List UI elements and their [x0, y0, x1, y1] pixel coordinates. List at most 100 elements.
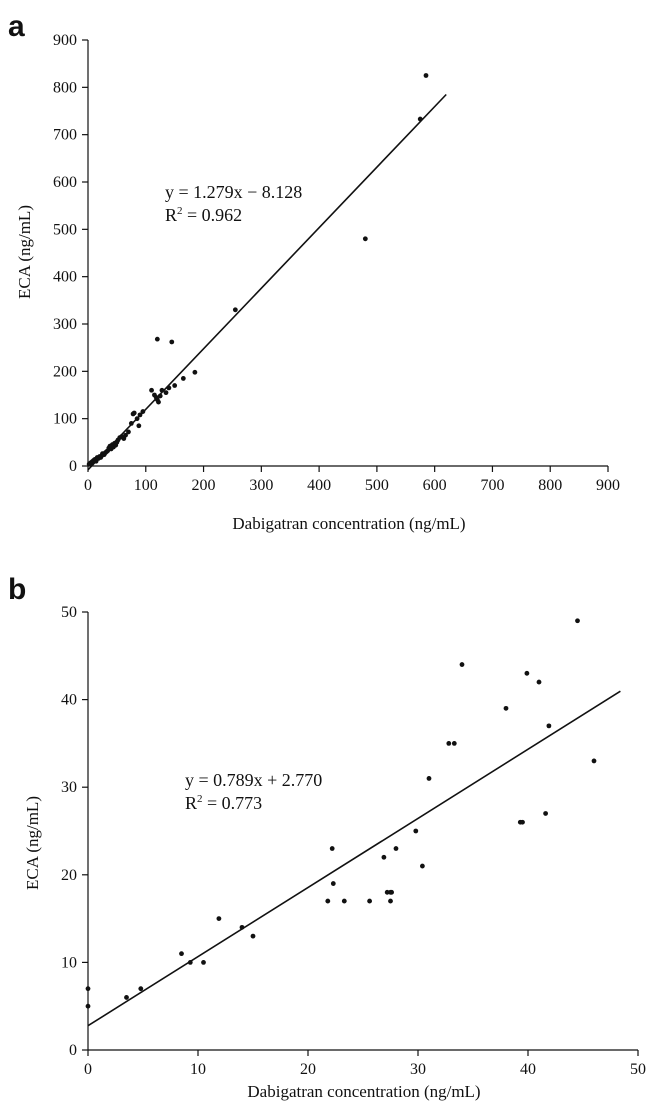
data-point-a: [126, 429, 131, 435]
regression-equation-b: y = 0.789x + 2.770: [185, 770, 322, 790]
r-squared-a-superscript: 2: [177, 205, 183, 217]
data-point-a: [166, 385, 172, 391]
x-tick-label-a: 800: [538, 477, 562, 494]
data-point-a: [137, 412, 143, 418]
data-point-b: [85, 1003, 91, 1009]
x-tick-label-b: 30: [410, 1061, 426, 1078]
y-tick-label-a: 400: [53, 269, 77, 286]
r-squared-a-value: = 0.962: [183, 205, 243, 225]
data-point-b: [138, 986, 144, 992]
y-tick-label-b: 30: [61, 779, 77, 796]
y-tick-label-a: 300: [53, 316, 77, 333]
x-tick-label-a: 0: [84, 477, 92, 494]
y-axis-label-a: ECA (ng/mL): [15, 205, 34, 299]
data-point-a: [149, 387, 154, 393]
data-point-b: [389, 889, 394, 895]
data-point-b: [591, 758, 597, 764]
x-axis-label-b: Dabigatran concentration (ng/mL): [247, 1082, 480, 1101]
y-tick-label-a: 500: [53, 221, 77, 238]
data-point-b: [250, 933, 256, 939]
data-point-b: [124, 995, 129, 1000]
y-tick-label-a: 900: [53, 32, 77, 49]
data-point-b: [520, 819, 525, 825]
x-tick-label-b: 10: [190, 1061, 206, 1078]
data-point-b: [85, 986, 91, 992]
data-point-b: [536, 679, 542, 685]
regression-equation-a: y = 1.279x − 8.128: [165, 182, 302, 202]
data-point-b: [384, 889, 390, 895]
panel-label-a: a: [8, 10, 25, 43]
y-tick-label-b: 40: [61, 692, 77, 709]
y-tick-label-b: 0: [69, 1042, 77, 1059]
data-point-b: [329, 846, 335, 851]
data-point-a: [128, 421, 134, 426]
data-point-b: [426, 776, 432, 781]
data-point-a: [154, 336, 160, 342]
y-tick-label-a: 100: [53, 411, 77, 428]
data-point-a: [169, 339, 175, 345]
y-tick-label-a: 0: [69, 458, 77, 475]
data-point-a: [157, 393, 163, 399]
data-point-a: [136, 423, 142, 429]
data-point-a: [159, 387, 165, 393]
data-point-b: [381, 854, 387, 860]
data-point-b: [216, 916, 222, 921]
data-point-a: [172, 383, 178, 388]
r-squared-b-superscript: 2: [197, 793, 203, 805]
regression-line-b: [87, 690, 621, 1027]
data-point-b: [420, 863, 425, 869]
x-tick-label-b: 0: [84, 1061, 92, 1078]
x-tick-label-a: 600: [423, 477, 447, 494]
x-tick-label-b: 40: [520, 1061, 536, 1078]
data-point-b: [459, 662, 465, 667]
x-tick-label-b: 50: [630, 1061, 646, 1078]
data-point-a: [134, 416, 140, 422]
data-point-b: [524, 670, 530, 676]
x-tick-label-a: 500: [365, 477, 389, 494]
y-tick-label-a: 800: [53, 79, 77, 96]
data-point-b: [367, 898, 372, 904]
regression-line-a: [87, 93, 447, 471]
data-point-a: [232, 307, 238, 313]
scatter-panel-b: b y = 0.789x + 2.770 R2 = 0.773 Dabigatr…: [8, 573, 646, 1101]
x-tick-label-a: 300: [249, 477, 273, 494]
data-point-a: [140, 409, 146, 414]
data-point-b: [388, 898, 393, 904]
data-point-a: [362, 236, 368, 242]
data-point-b: [187, 960, 193, 965]
y-tick-label-b: 50: [61, 604, 77, 621]
data-point-b: [543, 811, 548, 816]
data-point-a: [417, 116, 423, 122]
data-point-b: [575, 618, 580, 624]
data-point-a: [192, 369, 198, 375]
r-squared-b-prefix: R: [185, 793, 197, 813]
data-point-b: [330, 881, 336, 886]
r-squared-b: R2 = 0.773: [185, 793, 262, 813]
data-point-a: [123, 432, 128, 438]
data-point-a: [423, 73, 429, 78]
r-squared-a: R2 = 0.962: [165, 205, 242, 225]
x-tick-label-b: 20: [300, 1061, 316, 1078]
x-tick-label-a: 100: [134, 477, 158, 494]
data-point-b: [325, 898, 331, 904]
data-point-b: [546, 723, 552, 729]
x-tick-label-a: 400: [307, 477, 331, 494]
y-tick-label-a: 700: [53, 127, 77, 144]
data-point-b: [503, 705, 509, 711]
y-tick-label-a: 200: [53, 363, 77, 380]
r-squared-b-value: = 0.773: [203, 793, 263, 813]
data-point-b: [201, 960, 206, 965]
data-point-b: [413, 828, 419, 834]
data-point-b: [393, 846, 399, 851]
panel-label-b: b: [8, 573, 26, 606]
data-point-b: [179, 951, 184, 957]
y-tick-label-a: 600: [53, 174, 77, 191]
data-point-a: [163, 390, 169, 396]
r-squared-a-prefix: R: [165, 205, 177, 225]
data-point-b: [239, 924, 245, 930]
data-point-b: [341, 898, 347, 904]
data-point-a: [131, 410, 137, 416]
scatter-panel-a: a y = 1.279x − 8.128 R2 = 0.962 Dabigatr…: [8, 10, 620, 533]
x-axis-label-a: Dabigatran concentration (ng/mL): [232, 514, 465, 533]
